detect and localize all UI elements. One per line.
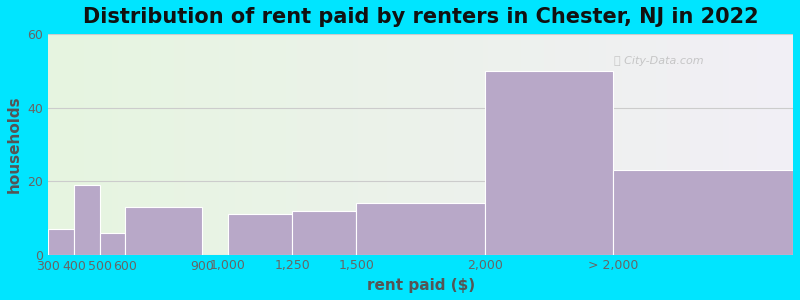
Bar [126,207,202,255]
Bar [357,203,485,255]
Title: Distribution of rent paid by renters in Chester, NJ in 2022: Distribution of rent paid by renters in … [83,7,758,27]
Bar [228,214,292,255]
Bar [614,170,793,255]
X-axis label: rent paid ($): rent paid ($) [366,278,474,293]
Text: 🔍 City-Data.com: 🔍 City-Data.com [614,56,704,65]
Bar [485,71,614,255]
Bar [74,185,100,255]
Y-axis label: households: households [7,95,22,193]
Bar [100,232,126,255]
Bar [292,211,357,255]
Bar [48,229,74,255]
